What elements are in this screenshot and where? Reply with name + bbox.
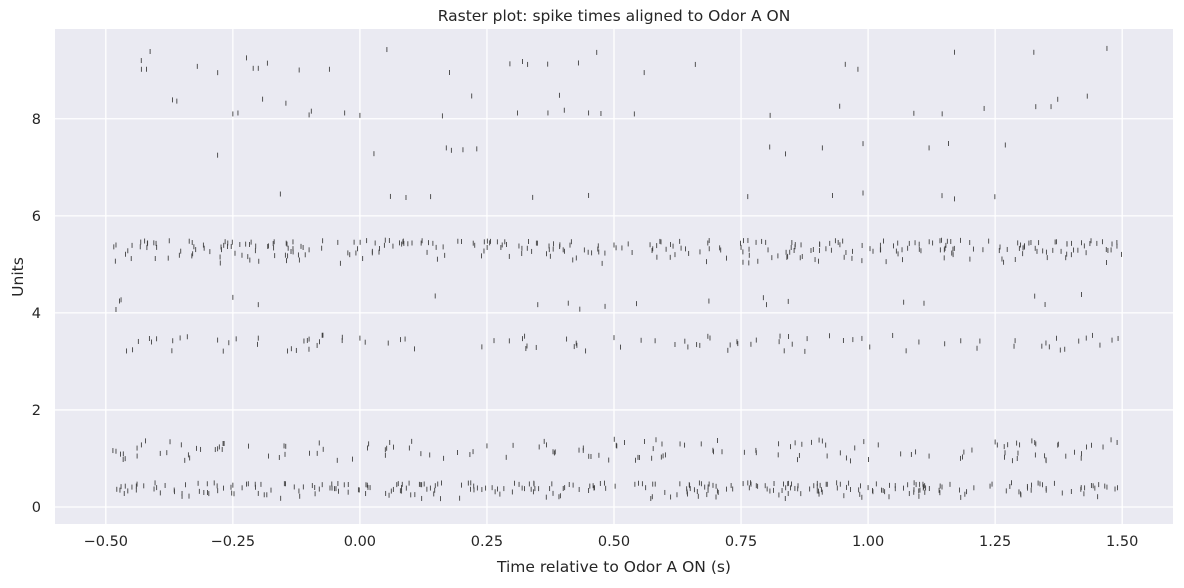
x-tick-label: 0.00 [344,534,376,550]
y-axis-label: Units [9,257,27,297]
x-tick-label: 1.25 [979,534,1011,550]
x-tick-label: −0.25 [211,534,255,550]
x-tick-labels: −0.50 −0.25 0.00 0.25 0.50 0.75 1.00 1.25 1.50 [84,534,1139,550]
y-tick-label: 2 [32,403,41,419]
y-tick-label: 0 [32,500,41,516]
x-tick-label: 1.00 [852,534,884,550]
grid-lines [55,29,1173,524]
y-tick-label: 6 [32,209,41,225]
chart-title: Raster plot: spike times aligned to Odor… [438,7,791,25]
y-tick-label: 4 [32,306,41,322]
x-axis-label: Time relative to Odor A ON (s) [496,558,731,576]
x-tick-label: −0.50 [84,534,128,550]
x-tick-label: 0.75 [725,534,757,550]
x-tick-label: 1.50 [1106,534,1138,550]
x-tick-label: 0.50 [598,534,630,550]
spike-ticks [112,45,1122,502]
x-tick-label: 0.25 [471,534,503,550]
y-tick-labels: 0 2 4 6 8 [32,112,41,516]
y-tick-label: 8 [32,112,41,128]
